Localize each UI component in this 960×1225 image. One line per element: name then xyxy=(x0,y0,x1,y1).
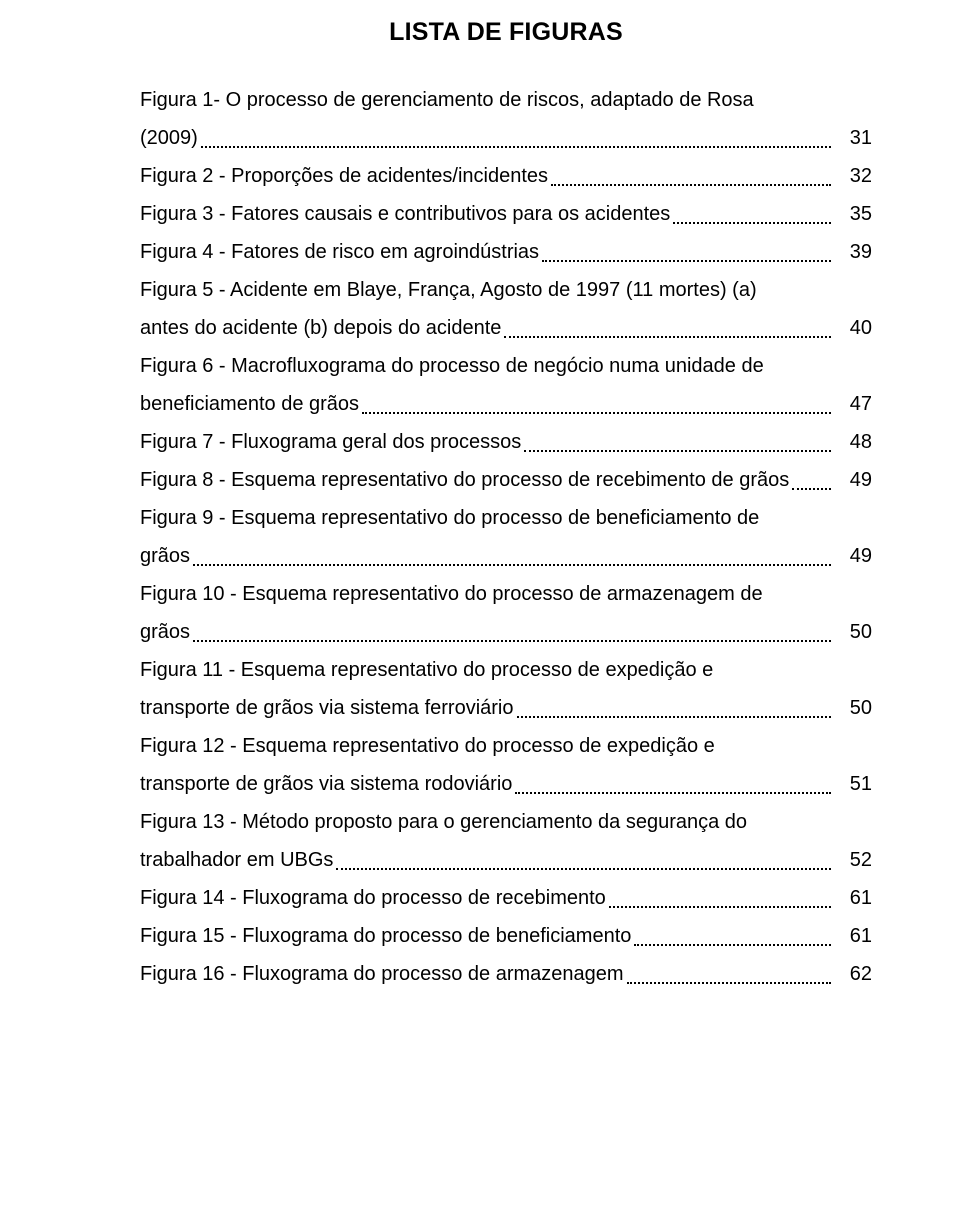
toc-page-number: 49 xyxy=(834,461,872,499)
toc-entry-text: Figura 4 - Fatores de risco em agroindús… xyxy=(140,233,539,271)
toc-entry-text: transporte de grãos via sistema rodoviár… xyxy=(140,765,512,803)
toc-entry-text: Figura 3 - Fatores causais e contributiv… xyxy=(140,195,670,233)
toc-entry-line: Figura 12 - Esquema representativo do pr… xyxy=(140,727,872,765)
dot-leader xyxy=(336,867,831,870)
toc-entry-line: Figura 10 - Esquema representativo do pr… xyxy=(140,575,872,613)
toc-entry: Figura 3 - Fatores causais e contributiv… xyxy=(140,195,872,233)
toc-entry-text: grãos xyxy=(140,613,190,651)
toc-entry-line: Figura 1- O processo de gerenciamento de… xyxy=(140,81,872,119)
toc-page-number: 48 xyxy=(834,423,872,461)
document-page: LISTA DE FIGURAS Figura 1- O processo de… xyxy=(0,0,960,1225)
toc-entry: Figura 14 - Fluxograma do processo de re… xyxy=(140,879,872,917)
toc-page-number: 62 xyxy=(834,955,872,993)
toc-page-number: 40 xyxy=(834,309,872,347)
toc-entry: Figura 2 - Proporções de acidentes/incid… xyxy=(140,157,872,195)
dot-leader xyxy=(609,905,831,908)
toc-page-number: 35 xyxy=(834,195,872,233)
toc-entry-text: trabalhador em UBGs xyxy=(140,841,333,879)
toc-page-number: 61 xyxy=(834,917,872,955)
toc-entry: Figura 7 - Fluxograma geral dos processo… xyxy=(140,423,872,461)
toc-entry: trabalhador em UBGs 52 xyxy=(140,841,872,879)
toc-entry: Figura 15 - Fluxograma do processo de be… xyxy=(140,917,872,955)
toc-entry-text: Figura 16 - Fluxograma do processo de ar… xyxy=(140,955,624,993)
toc-entry-text: beneficiamento de grãos xyxy=(140,385,359,423)
dot-leader xyxy=(634,943,831,946)
toc-entry-text: Figura 8 - Esquema representativo do pro… xyxy=(140,461,789,499)
toc-page-number: 61 xyxy=(834,879,872,917)
toc-entry-text: Figura 14 - Fluxograma do processo de re… xyxy=(140,879,606,917)
dot-leader xyxy=(193,563,831,566)
toc-entry: grãos 49 xyxy=(140,537,872,575)
toc-page-number: 50 xyxy=(834,613,872,651)
toc-entry-text: grãos xyxy=(140,537,190,575)
page-title: LISTA DE FIGURAS xyxy=(140,18,872,47)
toc-page-number: 52 xyxy=(834,841,872,879)
toc-entry-text: (2009) xyxy=(140,119,198,157)
toc-entry: Figura 16 - Fluxograma do processo de ar… xyxy=(140,955,872,993)
toc-entry: (2009) 31 xyxy=(140,119,872,157)
toc-entry-line: Figura 13 - Método proposto para o geren… xyxy=(140,803,872,841)
dot-leader xyxy=(201,145,831,148)
toc-entry: antes do acidente (b) depois do acidente… xyxy=(140,309,872,347)
toc-entry: grãos 50 xyxy=(140,613,872,651)
dot-leader xyxy=(362,411,831,414)
toc-entry: transporte de grãos via sistema ferroviá… xyxy=(140,689,872,727)
toc-page-number: 47 xyxy=(834,385,872,423)
list-of-figures: Figura 1- O processo de gerenciamento de… xyxy=(140,81,872,993)
toc-entry: Figura 8 - Esquema representativo do pro… xyxy=(140,461,872,499)
toc-entry-text: Figura 7 - Fluxograma geral dos processo… xyxy=(140,423,521,461)
toc-entry-line: Figura 11 - Esquema representativo do pr… xyxy=(140,651,872,689)
dot-leader xyxy=(515,791,831,794)
dot-leader xyxy=(504,335,831,338)
dot-leader xyxy=(517,715,832,718)
toc-entry-text: Figura 2 - Proporções de acidentes/incid… xyxy=(140,157,548,195)
toc-entry-text: antes do acidente (b) depois do acidente xyxy=(140,309,501,347)
toc-page-number: 39 xyxy=(834,233,872,271)
toc-entry-text: Figura 15 - Fluxograma do processo de be… xyxy=(140,917,631,955)
dot-leader xyxy=(524,449,831,452)
toc-page-number: 32 xyxy=(834,157,872,195)
dot-leader xyxy=(193,639,831,642)
toc-entry-line: Figura 9 - Esquema representativo do pro… xyxy=(140,499,872,537)
dot-leader xyxy=(551,183,831,186)
toc-entry: transporte de grãos via sistema rodoviár… xyxy=(140,765,872,803)
dot-leader xyxy=(542,259,831,262)
toc-page-number: 31 xyxy=(834,119,872,157)
toc-page-number: 49 xyxy=(834,537,872,575)
toc-page-number: 51 xyxy=(834,765,872,803)
toc-page-number: 50 xyxy=(834,689,872,727)
toc-entry: beneficiamento de grãos 47 xyxy=(140,385,872,423)
toc-entry-line: Figura 6 - Macrofluxograma do processo d… xyxy=(140,347,872,385)
dot-leader xyxy=(673,221,831,224)
toc-entry-line: Figura 5 - Acidente em Blaye, França, Ag… xyxy=(140,271,872,309)
toc-entry-text: transporte de grãos via sistema ferroviá… xyxy=(140,689,514,727)
dot-leader xyxy=(792,487,831,490)
toc-entry: Figura 4 - Fatores de risco em agroindús… xyxy=(140,233,872,271)
dot-leader xyxy=(627,981,831,984)
